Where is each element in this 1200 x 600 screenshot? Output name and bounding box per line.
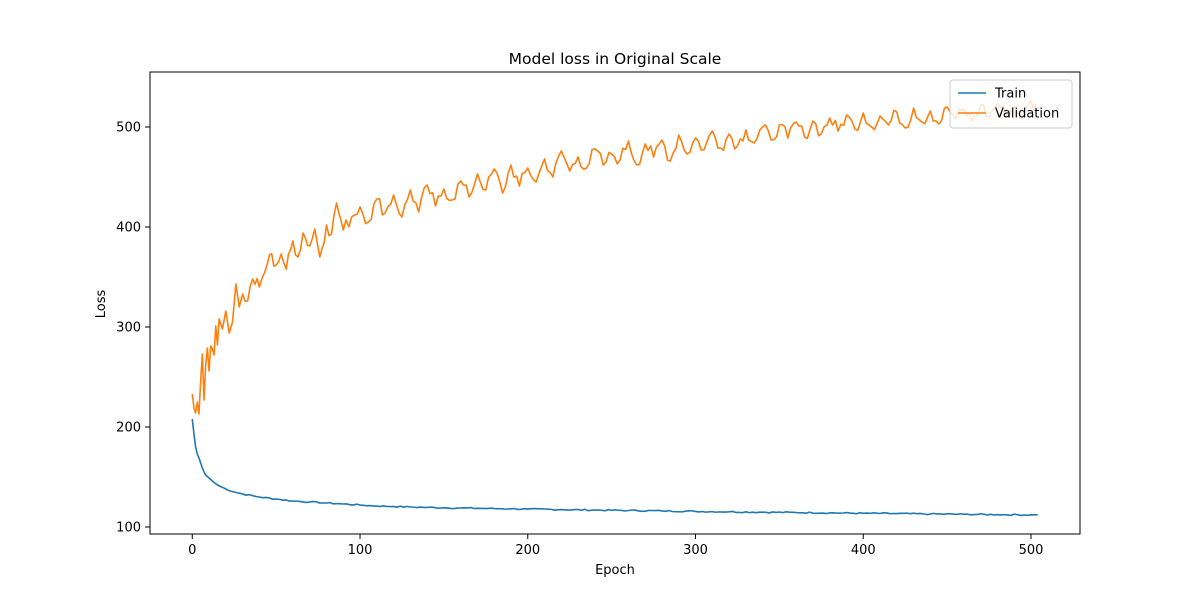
x-tick-label: 200: [515, 543, 540, 558]
series-line-validation: [191, 100, 1039, 415]
y-tick-label: 500: [116, 121, 141, 136]
y-axis-label: Loss: [94, 290, 109, 319]
y-tick-label: 100: [116, 521, 141, 536]
x-tick-label: 500: [1019, 543, 1044, 558]
x-tick-label: 300: [683, 543, 708, 558]
plot-frame: [149, 71, 1081, 535]
chart-title: Model loss in Original Scale: [509, 50, 722, 68]
y-tick-label: 300: [116, 321, 141, 336]
legend: Train Validation: [949, 79, 1073, 129]
x-tick-label: 0: [188, 543, 196, 558]
legend-label-validation: Validation: [995, 107, 1059, 122]
axes: 0 100 200 300 400 500 100 200 300 400 500: [116, 71, 1081, 558]
y-tick-label: 200: [116, 421, 141, 436]
plot-area: [191, 100, 1039, 517]
series-line-train: [191, 418, 1038, 517]
x-tick-label: 400: [851, 543, 876, 558]
x-axis-label: Epoch: [595, 563, 635, 578]
y-tick-label: 400: [116, 221, 141, 236]
legend-box: [949, 79, 1073, 129]
x-tick-label: 100: [348, 543, 373, 558]
legend-label-train: Train: [994, 87, 1026, 102]
